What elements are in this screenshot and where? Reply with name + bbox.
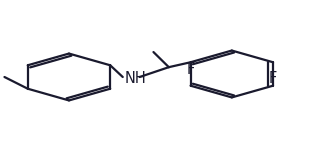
Text: F: F — [269, 71, 277, 86]
Text: NH: NH — [124, 71, 146, 86]
Text: F: F — [186, 62, 195, 77]
